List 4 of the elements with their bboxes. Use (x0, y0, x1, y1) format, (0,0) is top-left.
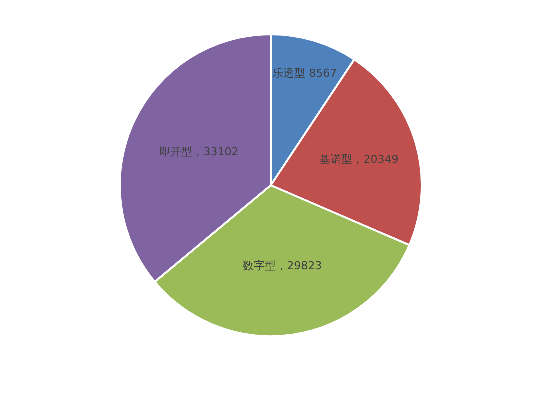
slice-label: 数字型，29823 (243, 260, 322, 273)
slice-label: 基诺型，20349 (320, 152, 399, 166)
slice-label: 乐透型 8567 (272, 66, 338, 80)
slice-label: 即开型，33102 (160, 145, 239, 158)
